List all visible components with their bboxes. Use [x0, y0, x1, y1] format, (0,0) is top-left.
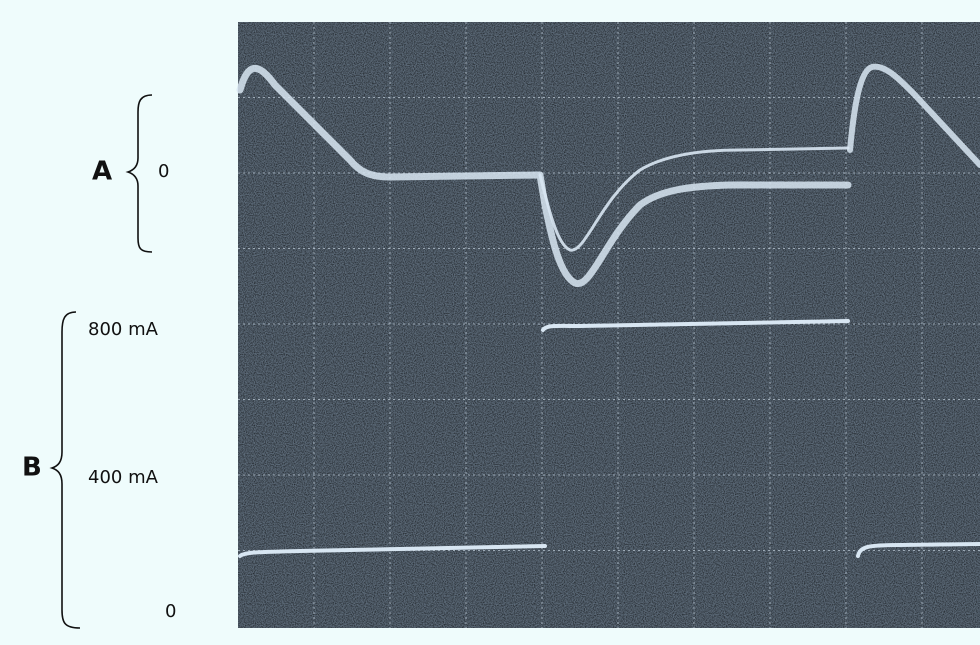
channel-b-label: 800 mA	[88, 319, 159, 340]
channel-b-label: 400 mA	[88, 467, 159, 488]
channel-b-label: 0	[165, 601, 176, 622]
channel-b-legend: B 800 mA 400 mA 0	[22, 311, 176, 629]
trace-a	[236, 64, 852, 288]
trace-b-low-right	[856, 542, 980, 558]
channel-b-name: B	[22, 453, 42, 483]
trace-a-right	[847, 63, 980, 168]
brace-a	[125, 94, 153, 253]
trace-b-low	[238, 544, 547, 558]
traces	[236, 63, 980, 558]
channel-a-legend: A 0	[92, 94, 169, 253]
trace-b-high	[541, 319, 850, 332]
trace-a-upper	[538, 146, 850, 252]
channel-a-zero: 0	[158, 161, 169, 182]
channel-a-name: A	[92, 157, 112, 187]
screen	[236, 22, 980, 628]
brace-b	[49, 311, 81, 629]
